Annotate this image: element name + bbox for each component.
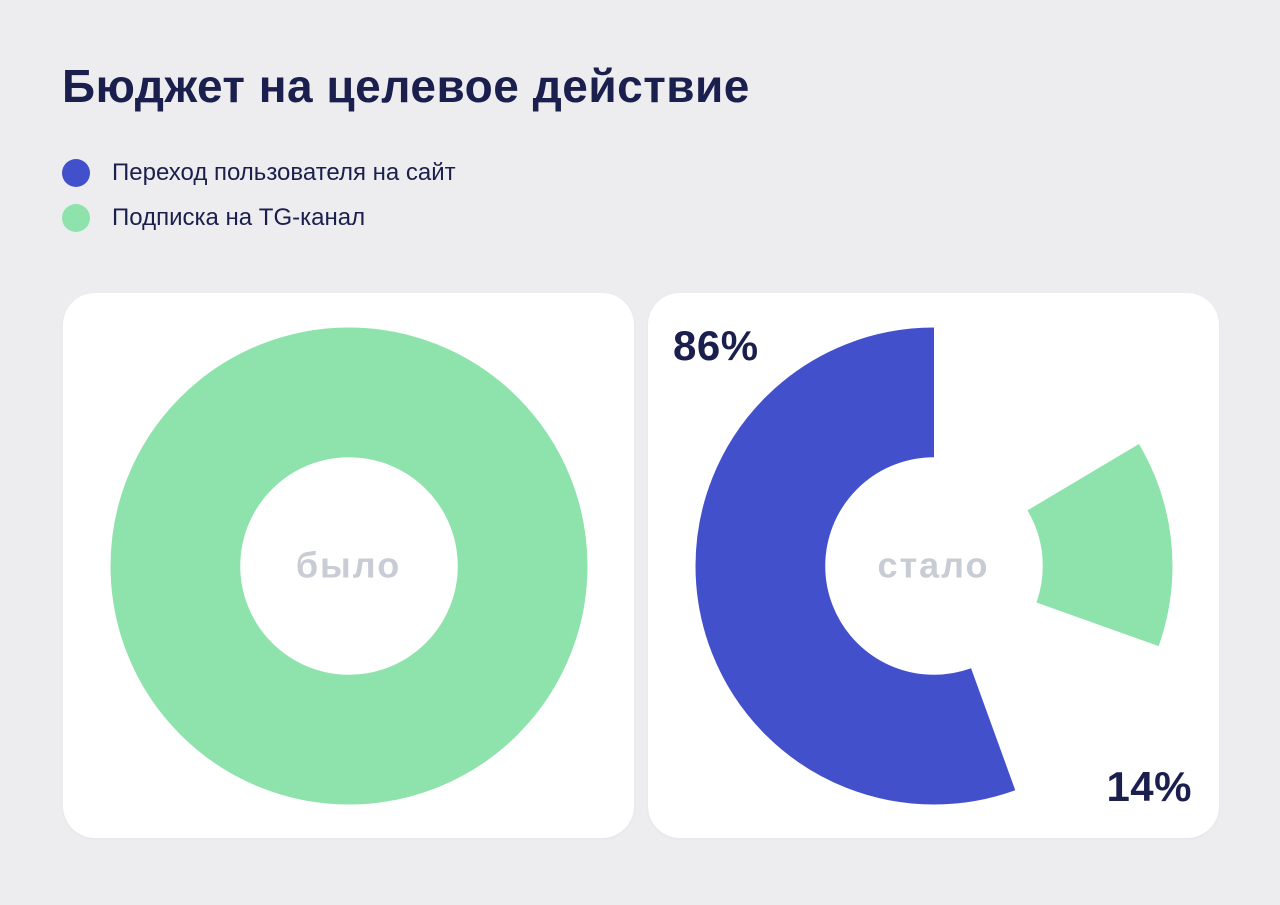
donut-chart-before: было bbox=[110, 327, 587, 804]
chart-card-before: было bbox=[63, 293, 634, 838]
donut-svg-after bbox=[695, 327, 1172, 804]
donut-chart-after: стало bbox=[695, 327, 1172, 804]
chart-card-after: стало 86% 14% bbox=[648, 293, 1219, 838]
legend-item: Переход пользователя на сайт bbox=[62, 159, 456, 187]
legend-item-label: Подписка на TG-канал bbox=[112, 204, 366, 231]
legend-color-dot-green-icon bbox=[62, 204, 90, 232]
donut-svg-before bbox=[110, 327, 587, 804]
percent-label-blue: 86% bbox=[673, 322, 759, 369]
page-title: Бюджет на целевое действие bbox=[62, 60, 750, 112]
percent-label-green: 14% bbox=[1106, 763, 1192, 810]
legend: Переход пользователя на сайт Подписка на… bbox=[62, 159, 456, 232]
legend-color-dot-blue-icon bbox=[62, 159, 90, 187]
legend-item-label: Переход пользователя на сайт bbox=[112, 159, 456, 186]
legend-item: Подписка на TG-канал bbox=[62, 204, 456, 232]
charts-row: было стало 86% 14% bbox=[63, 293, 1219, 838]
